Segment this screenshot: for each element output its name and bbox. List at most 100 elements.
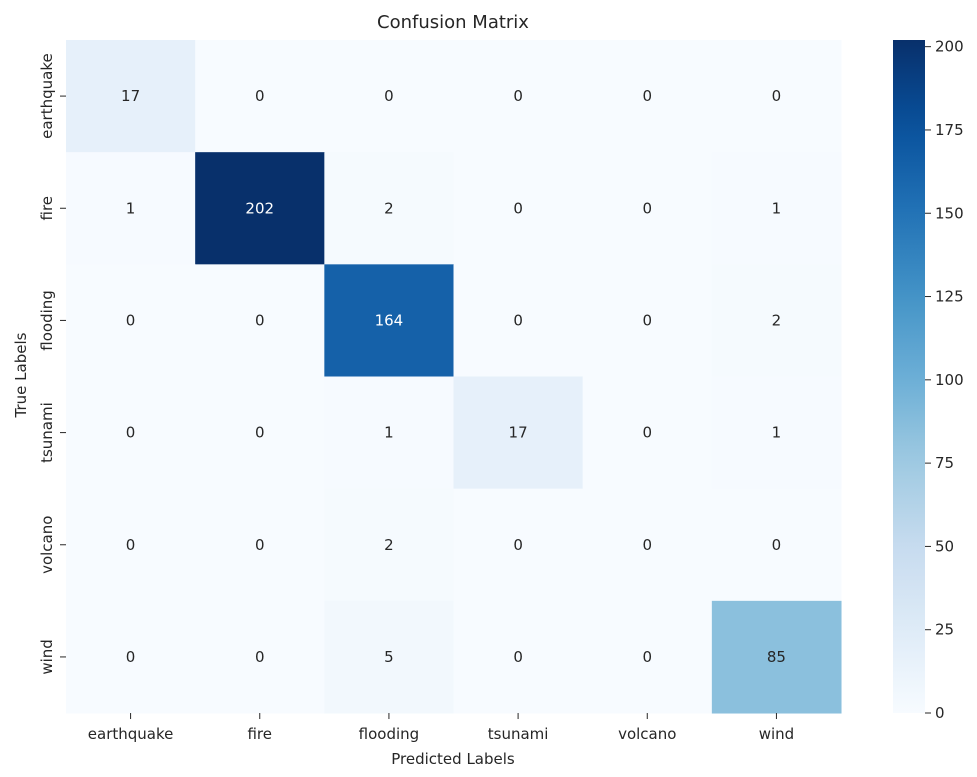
heatmap-cell [195,488,325,602]
heatmap-cell [453,600,584,714]
heatmap-cell [453,264,584,378]
cell-value-label: 2 [772,311,782,329]
heatmap-cell [195,376,325,490]
heatmap-cell [195,264,325,378]
heatmap-cell [582,152,713,265]
chart-title: Confusion Matrix [377,12,529,33]
heatmap-cells: 17 0 0 0 0 0 1 202 2 0 0 1 0 0 164 0 0 2 0 0 1 17 0 1 0 0 2 0 0 0 0 0 5 0… [66,40,842,714]
cell-value-label: 0 [513,536,523,554]
heatmap-cell [582,488,713,602]
cell-value-label: 1 [772,199,782,217]
cell-value-label: 202 [245,199,274,217]
heatmap-cell [453,152,584,265]
cell-value-label: 0 [642,87,652,105]
x-axis: earthquake fire flooding tsunami volcano wind [88,713,794,743]
heatmap-cell [66,376,196,490]
cell-value-label: 164 [375,311,404,329]
heatmap-cell [711,40,842,153]
cell-value-label: 2 [384,199,394,217]
cell-value-label: 85 [767,648,786,666]
colorbar: 0 25 50 75 100 125 150 175 200 [893,38,964,722]
heatmap-cell [324,488,455,602]
heatmap-cell [324,600,455,714]
cell-value-label: 0 [126,648,136,666]
cell-value-label: 2 [384,536,394,554]
cell-value-label: 0 [126,311,136,329]
heatmap-cell [711,152,842,265]
colorbar-tick-label: 100 [935,371,964,389]
colorbar-tick-label: 75 [935,454,954,472]
cell-value-label: 0 [642,536,652,554]
cell-value-label: 0 [255,311,265,329]
cell-value-label: 0 [642,648,652,666]
cell-value-label: 0 [513,648,523,666]
heatmap-cell [195,40,325,153]
heatmap-cell [324,376,455,490]
heatmap-cell [453,376,584,490]
heatmap-cell [324,264,455,378]
cell-value-label: 1 [772,424,782,442]
heatmap-cell [582,600,713,714]
y-axis: earthquake fire flooding tsunami volcano wind [38,53,66,675]
cell-value-label: 0 [642,199,652,217]
cell-value-label: 0 [513,311,523,329]
heatmap-cell [324,152,455,265]
cell-value-label: 5 [384,648,394,666]
heatmap-cell [453,40,584,153]
cell-value-label: 0 [384,87,394,105]
heatmap-cell [195,600,325,714]
y-axis-label: True Labels [12,332,30,418]
heatmap-cell [324,40,455,153]
colorbar-tick-label: 125 [935,288,964,306]
heatmap-cell [582,264,713,378]
x-tick-label: earthquake [88,725,174,743]
heatmap-cell [711,376,842,490]
heatmap-cell [582,376,713,490]
y-tick-label: volcano [38,516,56,574]
heatmap-cell [66,40,196,153]
x-tick-label: flooding [359,725,420,743]
cell-value-label: 1 [126,199,136,217]
heatmap-cell [582,40,713,153]
cell-value-label: 0 [126,424,136,442]
heatmap-cell [66,600,196,714]
y-tick-label: fire [38,196,56,221]
x-axis-label: Predicted Labels [391,750,515,768]
cell-value-label: 0 [772,536,782,554]
cell-value-label: 17 [509,424,528,442]
cell-value-label: 0 [255,648,265,666]
colorbar-tick-label: 50 [935,537,954,555]
heatmap-cell [711,488,842,602]
cell-value-label: 1 [384,424,394,442]
heatmap-cell [453,488,584,602]
heatmap-cell [711,264,842,378]
y-tick-label: tsunami [38,402,56,463]
colorbar-tick-label: 0 [935,704,945,722]
y-tick-label: wind [38,639,56,674]
heatmap-cell [66,488,196,602]
colorbar-tick-label: 25 [935,621,954,639]
y-tick-label: flooding [38,290,56,351]
cell-value-label: 0 [642,311,652,329]
cell-value-label: 0 [772,87,782,105]
colorbar-gradient [893,40,925,713]
colorbar-tick-label: 150 [935,204,964,222]
cell-value-label: 17 [121,87,140,105]
heatmap-cell [711,600,842,714]
heatmap-cell [195,152,325,265]
x-tick-label: volcano [618,725,676,743]
cell-value-label: 0 [126,536,136,554]
x-tick-label: wind [759,725,794,743]
cell-value-label: 0 [513,199,523,217]
cell-value-label: 0 [255,536,265,554]
colorbar-tick-label: 175 [935,121,964,139]
colorbar-tick-label: 200 [935,38,964,56]
y-tick-label: earthquake [38,53,56,139]
cell-value-label: 0 [255,87,265,105]
x-tick-label: fire [247,725,272,743]
cell-value-label: 0 [642,424,652,442]
cell-value-label: 0 [255,424,265,442]
heatmap-cell [66,152,196,265]
x-tick-label: tsunami [488,725,549,743]
